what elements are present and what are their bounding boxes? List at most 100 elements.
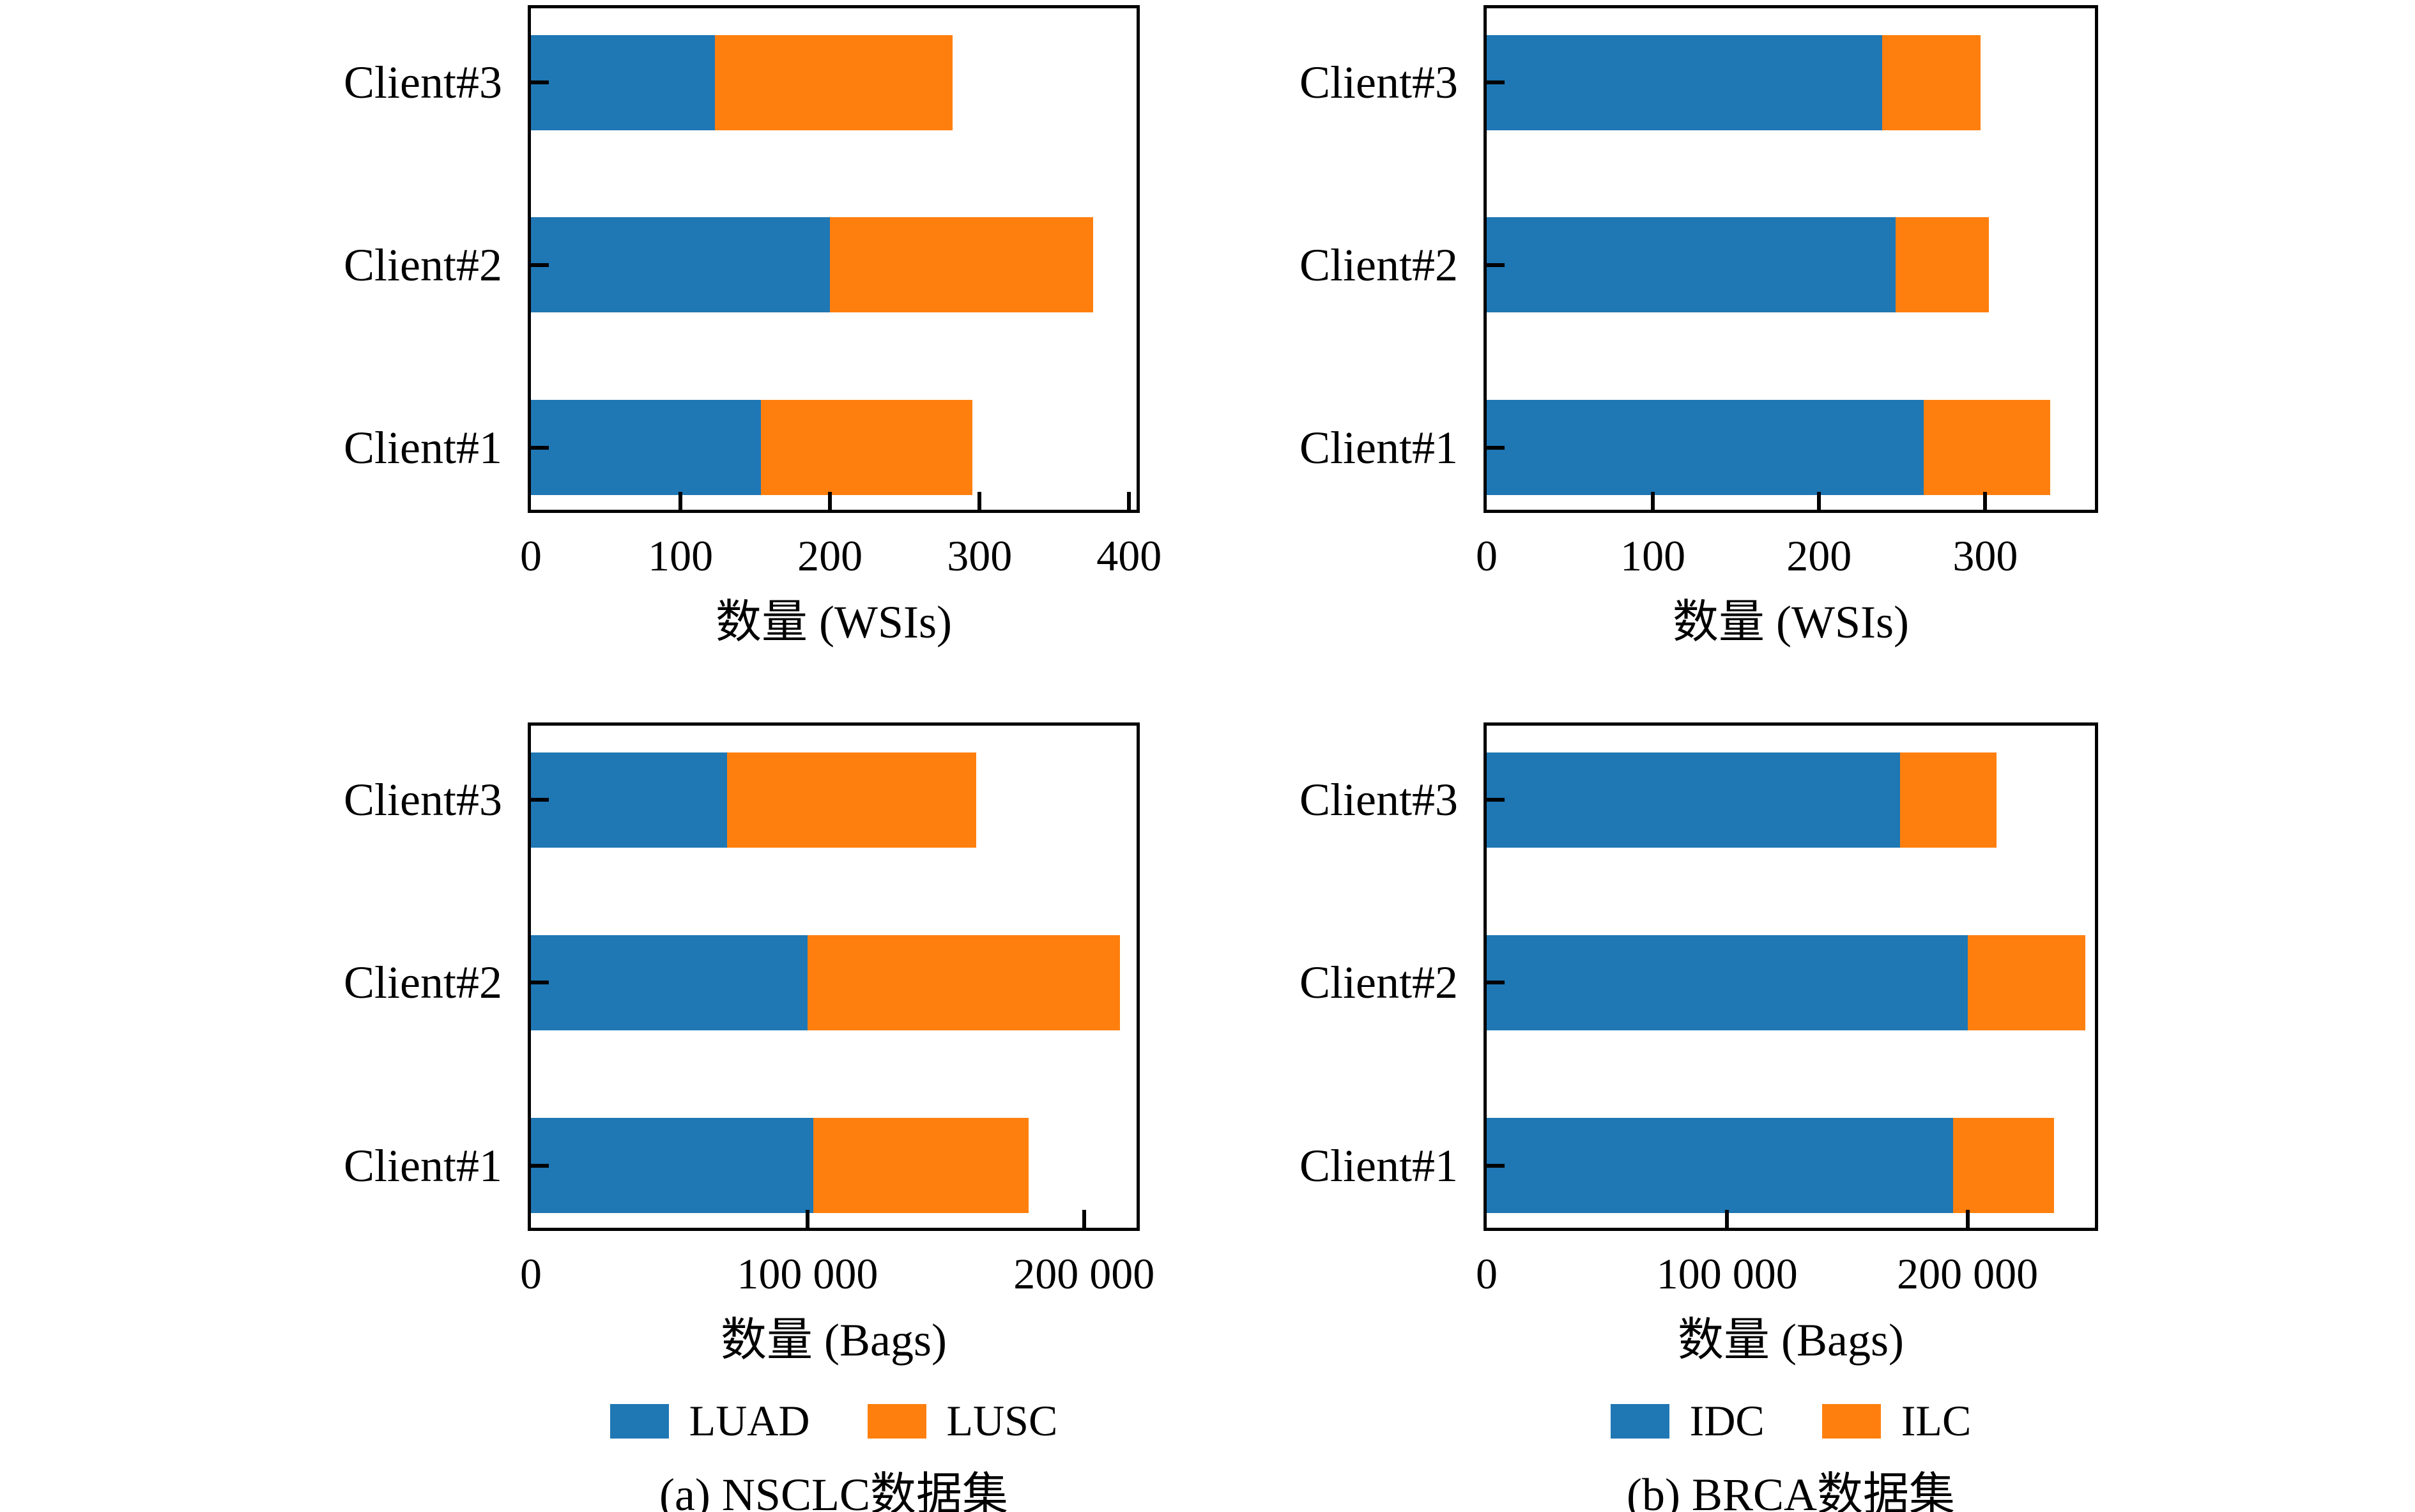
legend-item-lusc: LUSC bbox=[867, 1396, 1058, 1446]
legend-item-luad: LUAD bbox=[610, 1396, 810, 1446]
bar-segment-lusc bbox=[830, 217, 1094, 313]
bar-segment-luad bbox=[531, 752, 728, 848]
legend-nsclc: LUAD LUSC bbox=[528, 1396, 1140, 1446]
bar-segment-lusc bbox=[727, 752, 976, 848]
bar-row bbox=[1487, 217, 2095, 313]
x-tick-mark bbox=[1983, 492, 1988, 510]
y-tick-mark bbox=[1487, 1163, 1505, 1168]
legend-swatch-lusc bbox=[867, 1403, 926, 1439]
x-axis-title: 数量 (Bags) bbox=[1678, 1315, 1904, 1366]
x-tick-label: 100 bbox=[648, 531, 714, 580]
legend-label: LUSC bbox=[946, 1396, 1058, 1445]
legend-item-idc: IDC bbox=[1610, 1396, 1765, 1446]
bar-segment-luad bbox=[531, 217, 831, 313]
x-tick-label: 300 bbox=[947, 531, 1013, 580]
bar-row bbox=[531, 34, 1137, 130]
bar-segment-idc bbox=[1487, 217, 1896, 313]
x-tick-mark bbox=[678, 492, 683, 510]
y-tick-mark bbox=[1487, 263, 1505, 267]
x-tick-label: 0 bbox=[520, 531, 542, 580]
x-tick-mark bbox=[805, 1210, 809, 1228]
x-tick-label: 200 bbox=[1786, 531, 1852, 580]
y-axis-label: Client#1 bbox=[1300, 1140, 1458, 1191]
bar-segment-idc bbox=[1487, 1117, 1953, 1214]
x-axis-title: 数量 (WSIs) bbox=[1673, 597, 1909, 648]
x-tick-mark bbox=[1127, 492, 1131, 510]
bar-row bbox=[531, 400, 1137, 496]
y-axis-label: Client#2 bbox=[344, 239, 502, 291]
x-tick-label: 200 bbox=[797, 531, 863, 580]
y-axis-label: Client#3 bbox=[1300, 774, 1458, 826]
y-axis-label: Client#2 bbox=[1300, 957, 1458, 1009]
legend-label: IDC bbox=[1689, 1396, 1765, 1445]
bar-row bbox=[1487, 1117, 2095, 1214]
x-axis-title: 数量 (Bags) bbox=[721, 1315, 947, 1366]
x-axis-title: 数量 (WSIs) bbox=[716, 597, 952, 648]
bar-segment-lusc bbox=[807, 935, 1121, 1031]
bar-segment-ilc bbox=[1924, 400, 2050, 496]
bar-segment-ilc bbox=[1967, 935, 2085, 1031]
bar-segment-idc bbox=[1487, 935, 1968, 1031]
bar-row bbox=[531, 752, 1137, 848]
x-tick-label: 200 000 bbox=[1013, 1249, 1155, 1298]
x-tick-mark bbox=[828, 492, 832, 510]
bar-row bbox=[1487, 34, 2095, 130]
bar-segment-lusc bbox=[813, 1117, 1029, 1214]
bar-segment-ilc bbox=[1900, 752, 1997, 848]
y-axis-label: Client#1 bbox=[1300, 422, 1458, 473]
x-tick-label: 200 000 bbox=[1897, 1249, 2039, 1298]
bar-segment-idc bbox=[1487, 752, 1901, 848]
x-tick-label: 400 bbox=[1096, 531, 1162, 580]
legend-label: LUAD bbox=[689, 1396, 810, 1445]
legend-brca: IDC ILC bbox=[1483, 1396, 2098, 1446]
legend-swatch-luad bbox=[610, 1403, 669, 1439]
x-tick-mark bbox=[1082, 1210, 1086, 1228]
y-tick-mark bbox=[1487, 80, 1505, 85]
bar-row bbox=[1487, 400, 2095, 496]
bar-row bbox=[531, 217, 1137, 313]
y-axis-label: Client#2 bbox=[344, 957, 502, 1009]
bar-row bbox=[1487, 935, 2095, 1031]
chart-nsclc-wsis: Client#3 Client#2 Client#1 0 100 200 300 400 数量 … bbox=[344, 5, 1162, 645]
x-tick-label: 100 bbox=[1620, 531, 1686, 580]
bar-segment-luad bbox=[531, 400, 762, 496]
bar-segment-idc bbox=[1487, 34, 1883, 130]
x-tick-mark bbox=[977, 492, 982, 510]
y-tick-mark bbox=[531, 1163, 549, 1168]
bar-segment-ilc bbox=[1882, 34, 1981, 130]
chart-nsclc-bags: Client#3 Client#2 Client#1 0 100 000 200 000 数… bbox=[344, 722, 1154, 1363]
x-tick-label: 100 000 bbox=[737, 1249, 878, 1298]
legend-swatch-idc bbox=[1610, 1403, 1669, 1439]
y-axis-label: Client#3 bbox=[344, 774, 502, 826]
bar-segment-luad bbox=[531, 1117, 813, 1214]
bar-row bbox=[1487, 752, 2095, 848]
y-tick-mark bbox=[531, 80, 549, 85]
y-axis-label: Client#2 bbox=[1300, 239, 1458, 291]
x-tick-label: 300 bbox=[1952, 531, 2018, 580]
x-tick-label: 0 bbox=[1476, 1249, 1498, 1298]
x-tick-label: 100 000 bbox=[1656, 1249, 1798, 1298]
bar-segment-lusc bbox=[714, 34, 953, 130]
x-tick-mark bbox=[1965, 1210, 1970, 1228]
y-tick-mark bbox=[1487, 445, 1505, 450]
bar-segment-idc bbox=[1487, 400, 1924, 496]
figure-caption-a: (a) NSCLC数据集 bbox=[659, 1469, 1008, 1512]
figure-caption-b: (b) BRCA数据集 bbox=[1626, 1469, 1956, 1512]
legend-swatch-ilc bbox=[1821, 1403, 1881, 1439]
y-tick-mark bbox=[531, 445, 549, 450]
x-tick-mark bbox=[1725, 1210, 1729, 1228]
chart-brca-wsis: Client#3 Client#2 Client#1 0 100 200 300 数量 (WS… bbox=[1300, 5, 2098, 645]
y-tick-mark bbox=[531, 798, 549, 802]
bar-segment-ilc bbox=[1952, 1117, 2055, 1214]
legend-label: ILC bbox=[1901, 1396, 1972, 1445]
chart-brca-bags: Client#3 Client#2 Client#1 0 100 000 200 000 数… bbox=[1300, 722, 2098, 1363]
bar-segment-ilc bbox=[1895, 217, 1989, 313]
legend-item-ilc: ILC bbox=[1821, 1396, 1972, 1446]
y-axis-label: Client#3 bbox=[344, 57, 502, 109]
y-tick-mark bbox=[531, 263, 549, 267]
bar-segment-lusc bbox=[761, 400, 972, 496]
bar-row bbox=[531, 935, 1137, 1031]
x-tick-label: 0 bbox=[520, 1249, 542, 1298]
bar-row bbox=[531, 1117, 1137, 1214]
